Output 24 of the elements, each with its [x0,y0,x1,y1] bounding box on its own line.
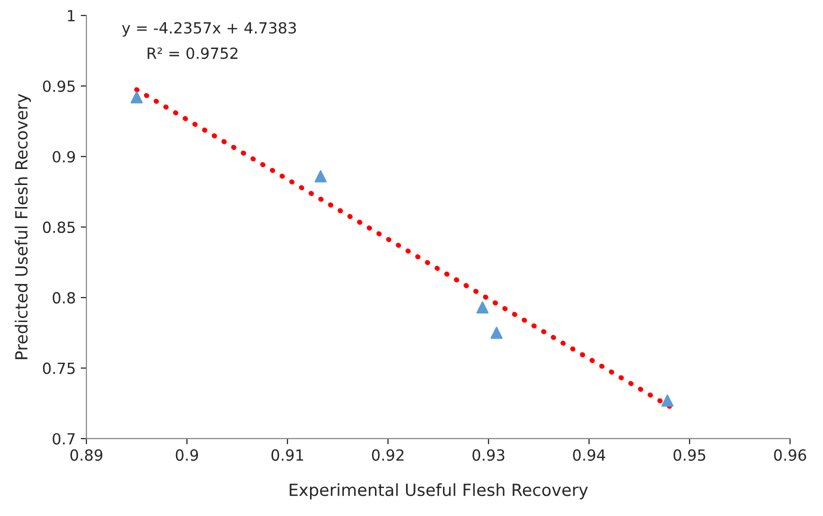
annotation: y = -4.2357x + 4.7383 [122,22,296,37]
point [661,394,674,407]
y-tick-label: 0.85 [42,222,75,234]
x-tick-label: 0.92 [372,449,404,461]
x-tick-label: 0.96 [774,449,806,461]
x-tick-label: 0.89 [70,449,102,461]
x-tick-label: 0.91 [271,449,304,461]
y-tick-label: 0.9 [52,150,75,163]
x-tick-label: 0.93 [472,449,504,461]
x-axis-title: Experimental Useful Flesh Recovery [290,483,588,500]
y-axis-title: Predicted Useful Flesh Recovery [14,94,31,360]
y-tick-label: 0.7 [52,433,75,445]
point [130,91,143,104]
x-tick-label: 0.9 [176,449,198,461]
y-tick-label: 0.95 [42,80,75,92]
x-tick-label: 0.95 [674,449,706,461]
point [476,301,489,314]
point [490,326,503,339]
y-tick-label: 0.75 [42,362,75,374]
annotation: R² = 0.9752 [148,47,238,60]
x-tick-label: 0.94 [573,449,606,461]
y-tick-label: 1 [68,10,75,22]
y-tick-label: 0.8 [52,292,75,304]
point [314,170,327,182]
